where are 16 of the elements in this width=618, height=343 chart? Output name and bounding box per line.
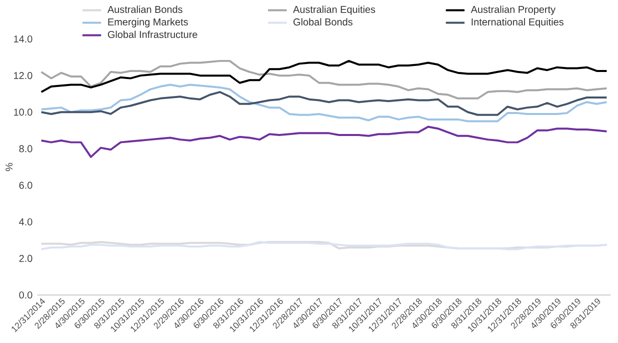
legend-label: Global Bonds xyxy=(294,18,352,26)
legend-label: Emerging Markets xyxy=(108,18,188,28)
y-tick-label: 6.0 xyxy=(19,182,32,189)
y-tick-label: 0.0 xyxy=(19,291,32,299)
legend-label: Australian Property xyxy=(470,6,556,15)
legend-label: Australian Bonds xyxy=(107,6,182,13)
legend-label: Australian Equities xyxy=(293,6,376,15)
y-tick-label: 2.0 xyxy=(19,254,32,262)
y-tick-label: 4.0 xyxy=(19,218,32,226)
y-tick-label: 12.0 xyxy=(14,72,32,80)
y-axis-title: % xyxy=(6,162,13,172)
legend-label: International Equities xyxy=(472,18,564,28)
legend-label: Global Infrastructure xyxy=(108,30,198,38)
y-tick-label: 8.0 xyxy=(19,145,32,152)
y-tick-label: 14.0 xyxy=(14,35,32,43)
y-tick-label: 10.0 xyxy=(14,108,32,116)
